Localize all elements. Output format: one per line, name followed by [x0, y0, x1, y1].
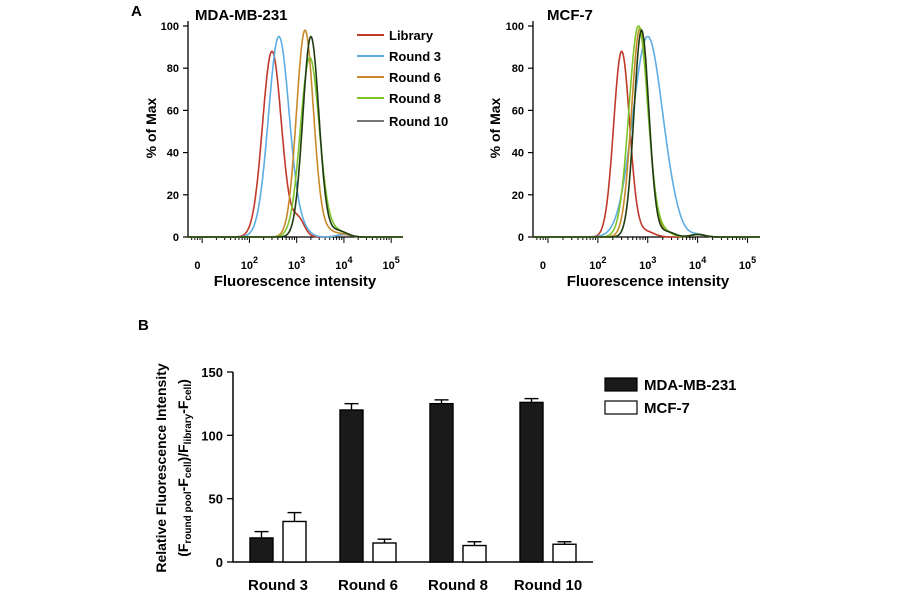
series-line-round-8: [533, 25, 760, 238]
bar-legend-swatch-mcf: [604, 400, 638, 415]
bar-mda-mb-231: [519, 401, 544, 563]
ylabel-sub: cell: [183, 461, 194, 478]
y-tick-label: 100: [161, 21, 179, 33]
bar-mda-mb-231: [249, 537, 274, 563]
y-tick-label: 40: [512, 148, 524, 160]
bar-ylabel-line2: (Fround pool-Fcell)/Flibrary-Fcell): [175, 379, 194, 557]
bar-y-tick-label: 100: [201, 428, 223, 443]
hist-mda-ylabel: % of Max: [143, 97, 159, 158]
y-tick-label: 20: [167, 190, 179, 202]
x-tick-label: 104: [689, 255, 706, 272]
hist-mcf-title: MCF-7: [547, 7, 593, 24]
bar-mcf-7: [552, 543, 577, 563]
panel-label-b: B: [138, 317, 149, 334]
x-tick-exponent: 3: [300, 255, 305, 265]
x-tick-label: 104: [335, 255, 352, 272]
y-tick-label: 60: [167, 105, 179, 117]
y-tick-label: 80: [512, 63, 524, 75]
ylabel-part: )/F: [175, 444, 191, 462]
x-tick-base: 10: [689, 260, 701, 272]
legend-label-round-6: Round 6: [389, 70, 441, 85]
bar-legend-label-mda: MDA-MB-231: [644, 377, 737, 394]
bar-ylabel-line1: Relative Fluorescence Intensity: [153, 363, 169, 573]
y-tick-label: 40: [167, 148, 179, 160]
y-tick-label: 0: [173, 232, 179, 244]
bar-mcf-7: [462, 544, 487, 563]
bar-y-tick-label: 50: [209, 492, 223, 507]
x-tick-label: 0: [194, 260, 200, 272]
x-tick-exponent: 4: [701, 255, 706, 265]
ylabel-part: (F: [175, 543, 191, 557]
x-tick-base: 10: [739, 260, 751, 272]
x-tick-label: 102: [589, 255, 606, 272]
hist-mda-title: MDA-MB-231: [195, 7, 288, 24]
x-tick-exponent: 5: [751, 255, 756, 265]
x-tick-base: 0: [540, 260, 546, 272]
legend-label-round-10: Round 10: [389, 114, 448, 129]
x-tick-label: 103: [639, 255, 656, 272]
panel-label-a: A: [131, 3, 142, 20]
x-tick-base: 10: [383, 260, 395, 272]
bar-y-tick-label: 150: [201, 365, 223, 380]
bar-mcf-7: [372, 542, 397, 563]
bar-category-label: Round 8: [428, 577, 488, 594]
x-tick-exponent: 2: [253, 255, 258, 265]
x-tick-exponent: 4: [348, 255, 353, 265]
x-tick-exponent: 5: [395, 255, 400, 265]
bar-category-label: Round 3: [248, 577, 308, 594]
ylabel-part: -F: [175, 400, 191, 414]
bar-plot-area: 0 50 100 150 Round 3 Round 6 Round 8 Round 10: [201, 365, 593, 594]
x-tick-label: 0: [540, 260, 546, 272]
ylabel-part: ): [175, 379, 191, 384]
legend-label-library: Library: [389, 28, 434, 43]
x-tick-exponent: 2: [601, 255, 606, 265]
x-tick-label: 103: [288, 255, 305, 272]
x-tick-base: 10: [335, 260, 347, 272]
y-tick-label: 100: [506, 21, 524, 33]
legend-label-round-3: Round 3: [389, 49, 441, 64]
hist-mda-xlabel: Fluorescence intensity: [214, 273, 377, 290]
bar-mda-mb-231: [429, 402, 454, 563]
bar-mcf-7: [282, 520, 307, 563]
bar-legend-label-mcf: MCF-7: [644, 400, 690, 417]
x-tick-base: 0: [194, 260, 200, 272]
bar-category-label: Round 10: [514, 577, 582, 594]
legend-label-round-8: Round 8: [389, 91, 441, 106]
y-tick-label: 80: [167, 63, 179, 75]
series-line-round-10: [188, 35, 403, 238]
hist-mcf-xlabel: Fluorescence intensity: [567, 273, 730, 290]
ylabel-sub: round pool: [183, 491, 194, 543]
bar-legend-swatch-mda: [604, 377, 638, 392]
ylabel-part: -F: [175, 478, 191, 492]
x-tick-base: 10: [589, 260, 601, 272]
hist-mcf-ylabel: % of Max: [487, 97, 503, 158]
x-tick-base: 10: [639, 260, 651, 272]
x-tick-exponent: 3: [651, 255, 656, 265]
bar-legend: MDA-MB-231 MCF-7: [604, 377, 737, 417]
x-tick-base: 10: [241, 260, 253, 272]
bar-category-label: Round 6: [338, 577, 398, 594]
x-tick-base: 10: [288, 260, 300, 272]
bar-y-tick-label: 0: [216, 555, 223, 570]
bar-mda-mb-231: [339, 409, 364, 563]
x-tick-label: 102: [241, 255, 258, 272]
ylabel-sub: library: [183, 413, 194, 444]
x-tick-label: 105: [383, 255, 400, 272]
x-tick-label: 105: [739, 255, 756, 272]
series-line-round-10: [533, 29, 760, 238]
y-tick-label: 0: [518, 232, 524, 244]
hist-mda-legend: Library Round 3 Round 6 Round 8 Round 10: [357, 28, 448, 129]
y-tick-label: 20: [512, 190, 524, 202]
bar-panel: B Relative Fluorescence Intensity (Froun…: [138, 317, 737, 594]
ylabel-sub: cell: [183, 384, 194, 401]
y-tick-label: 60: [512, 105, 524, 117]
